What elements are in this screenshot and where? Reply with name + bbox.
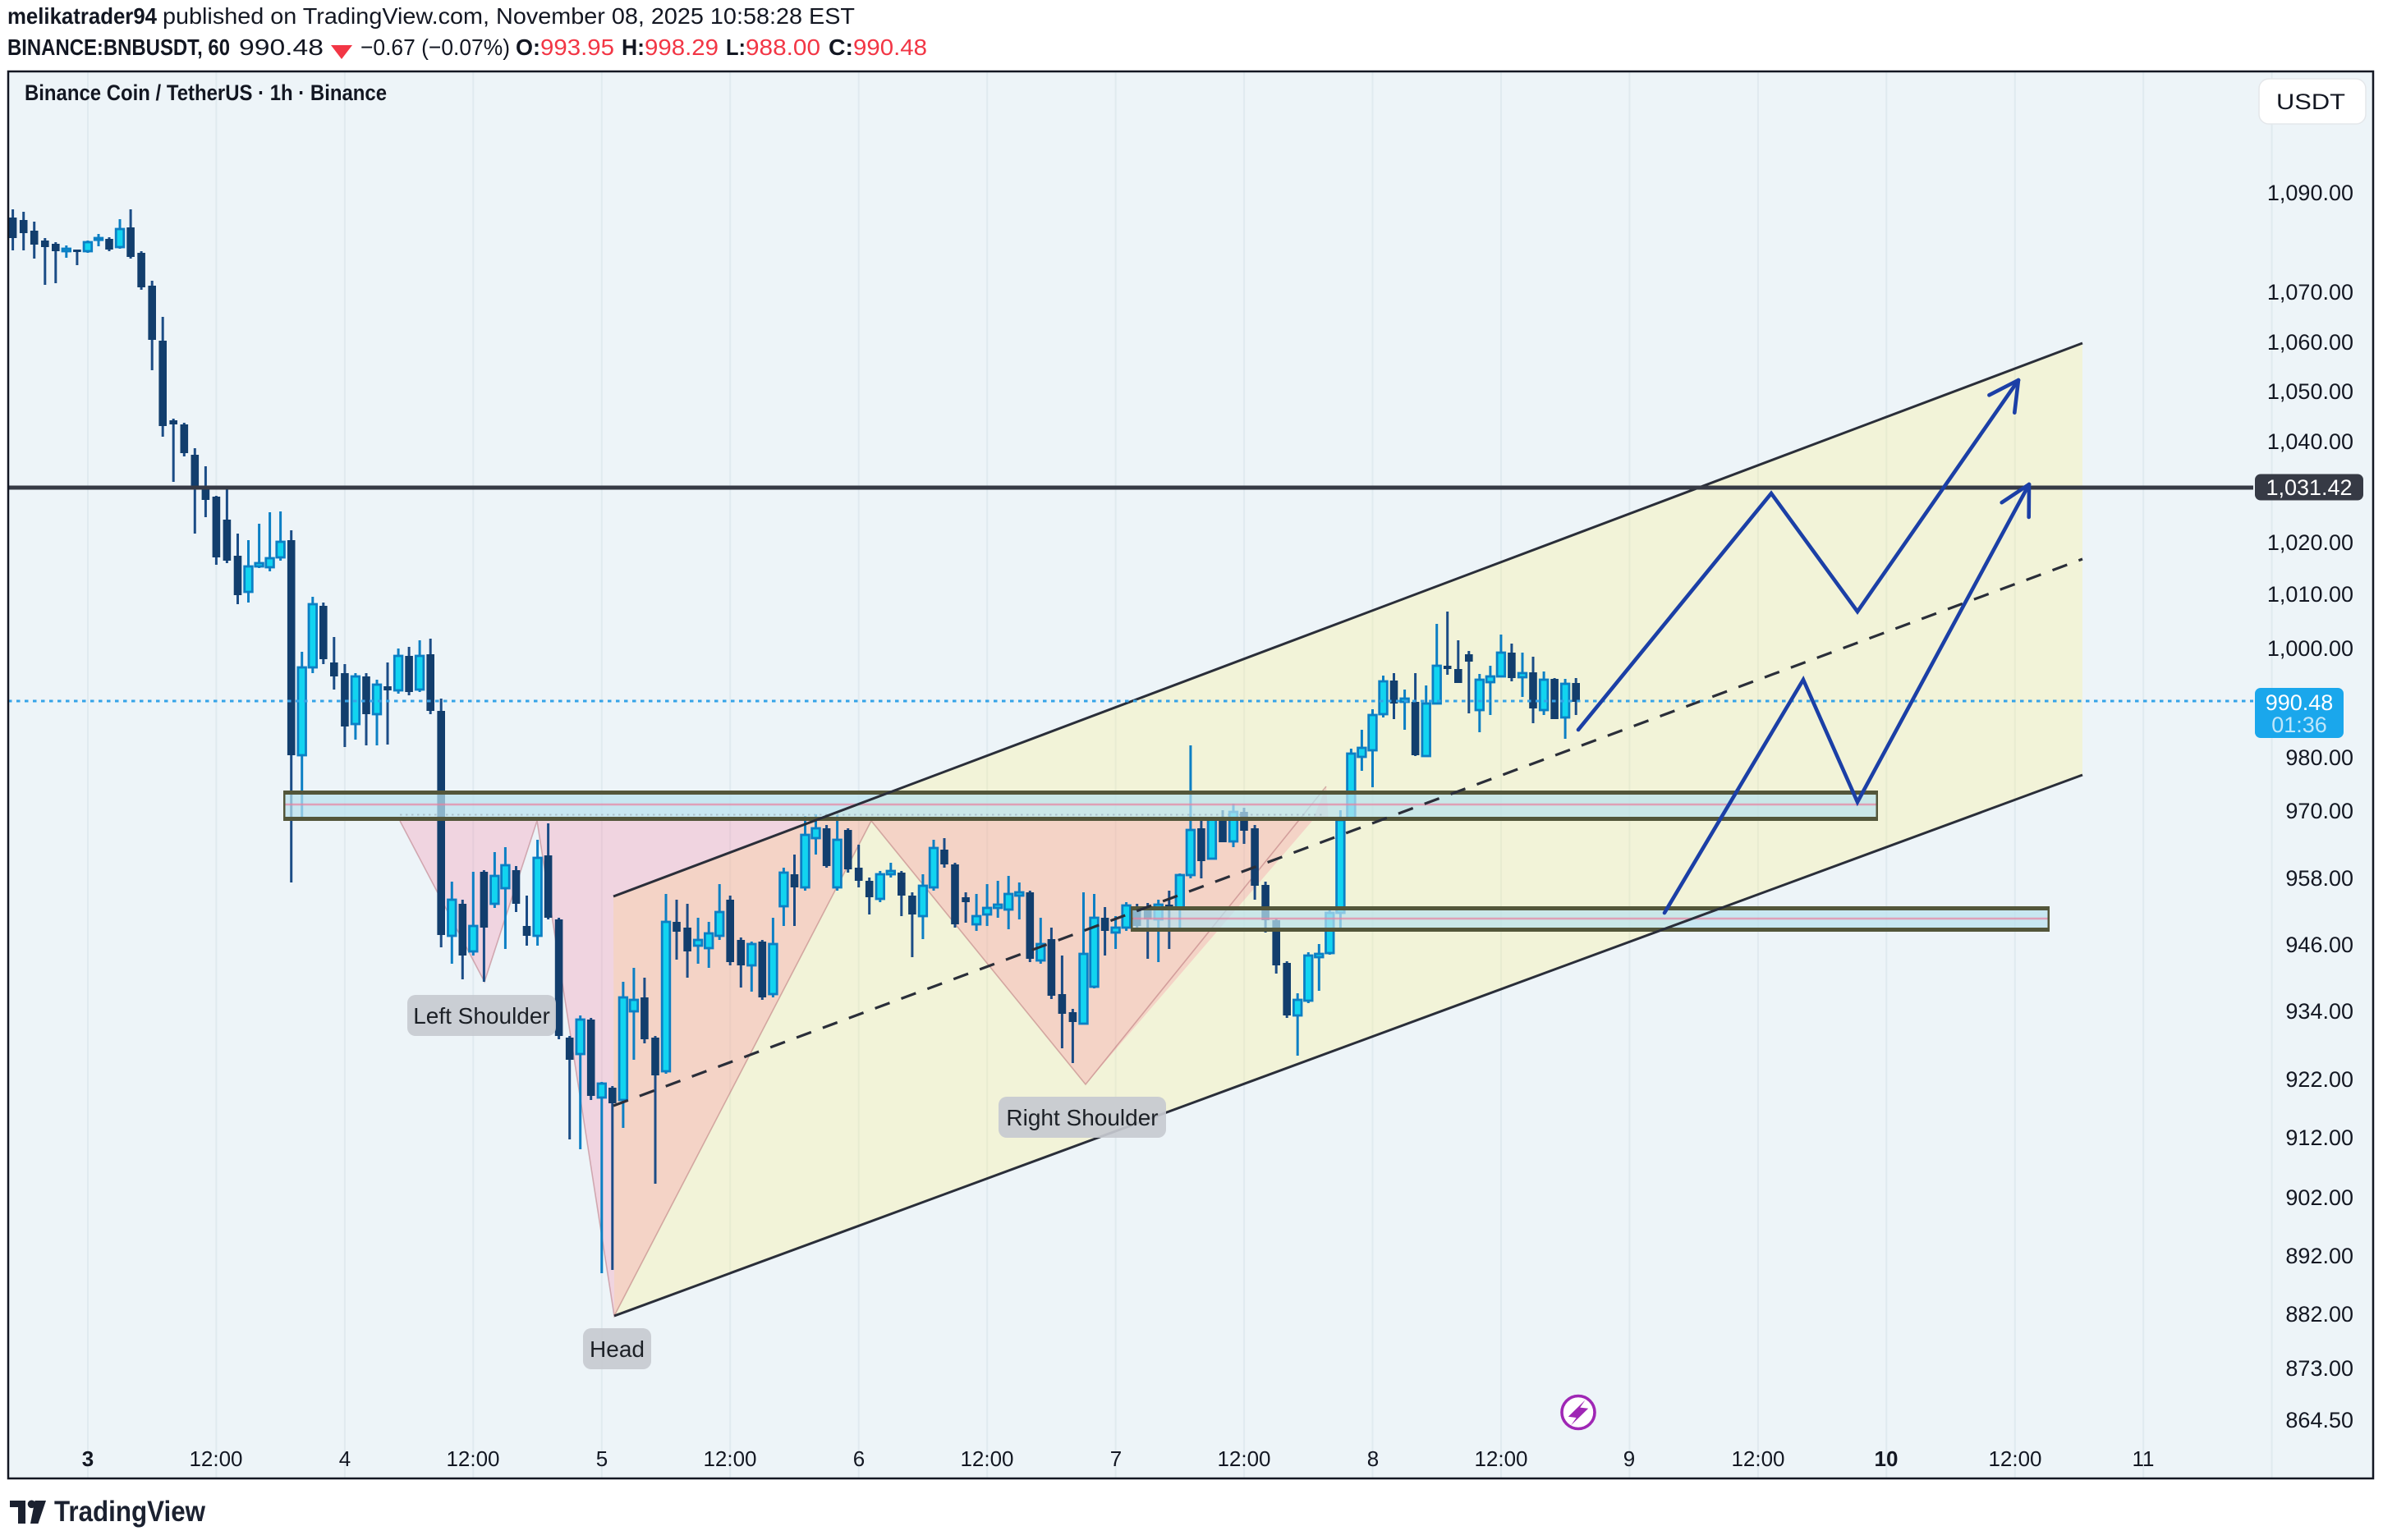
svg-text:990.48: 990.48 (239, 34, 324, 60)
svg-text:O:: O: (516, 34, 540, 60)
svg-text:1,031.42: 1,031.42 (2266, 475, 2352, 500)
svg-text:−0.67 (−0.07%): −0.67 (−0.07%) (360, 34, 510, 60)
svg-text:1,090.00: 1,090.00 (2267, 181, 2353, 205)
svg-text:934.00: 934.00 (2285, 999, 2353, 1024)
svg-text:1,050.00: 1,050.00 (2267, 379, 2353, 404)
svg-text:TradingView: TradingView (54, 1496, 206, 1528)
svg-text:L:: L: (726, 34, 746, 60)
svg-text:Head: Head (590, 1336, 645, 1362)
svg-text:melikatrader94: melikatrader94 (7, 3, 157, 29)
svg-text:993.95: 993.95 (540, 34, 614, 60)
svg-text:Binance Coin / TetherUS · 1h ·: Binance Coin / TetherUS · 1h · Binance (25, 80, 387, 105)
svg-text:980.00: 980.00 (2285, 745, 2353, 770)
svg-text:3: 3 (82, 1446, 94, 1471)
svg-text:1,020.00: 1,020.00 (2267, 530, 2353, 555)
svg-text:12:00: 12:00 (703, 1446, 756, 1471)
svg-text:882.00: 882.00 (2285, 1302, 2353, 1327)
svg-text:5: 5 (596, 1446, 608, 1471)
svg-text:6: 6 (853, 1446, 865, 1471)
svg-text:9: 9 (1623, 1446, 1635, 1471)
svg-text:Right Shoulder: Right Shoulder (1006, 1105, 1158, 1130)
svg-text:C:: C: (829, 34, 853, 60)
svg-text:12:00: 12:00 (446, 1446, 499, 1471)
svg-text:998.29: 998.29 (645, 34, 719, 60)
svg-text:11: 11 (2133, 1446, 2155, 1471)
svg-text:902.00: 902.00 (2285, 1185, 2353, 1210)
svg-text:4: 4 (339, 1446, 351, 1471)
svg-text:892.00: 892.00 (2285, 1244, 2353, 1268)
svg-text:12:00: 12:00 (960, 1446, 1013, 1471)
svg-text:12:00: 12:00 (1988, 1446, 2041, 1471)
svg-text:873.00: 873.00 (2285, 1356, 2353, 1381)
svg-text:7: 7 (1110, 1446, 1122, 1471)
svg-text:12:00: 12:00 (1731, 1446, 1784, 1471)
svg-text:BINANCE:BNBUSDT, 60: BINANCE:BNBUSDT, 60 (7, 34, 230, 60)
svg-text:USDT: USDT (2276, 89, 2345, 114)
svg-text:12:00: 12:00 (1217, 1446, 1270, 1471)
svg-text:12:00: 12:00 (1474, 1446, 1527, 1471)
svg-text:946.00: 946.00 (2285, 933, 2353, 957)
svg-text:published on TradingView.com,: published on TradingView.com, November 0… (163, 3, 855, 29)
svg-text:990.48: 990.48 (853, 34, 927, 60)
svg-text:Left Shoulder: Left Shoulder (413, 1003, 550, 1029)
svg-text:8: 8 (1367, 1446, 1379, 1471)
svg-text:990.48: 990.48 (2266, 690, 2334, 715)
svg-text:01:36: 01:36 (2271, 713, 2327, 737)
svg-text:1,010.00: 1,010.00 (2267, 582, 2353, 607)
svg-text:1,060.00: 1,060.00 (2267, 330, 2353, 355)
svg-text:10: 10 (1875, 1446, 1899, 1471)
svg-text:12:00: 12:00 (189, 1446, 242, 1471)
svg-text:1,040.00: 1,040.00 (2267, 429, 2353, 454)
svg-text:958.00: 958.00 (2285, 866, 2353, 891)
svg-text:970.00: 970.00 (2285, 799, 2353, 823)
svg-text:H:: H: (622, 34, 645, 60)
svg-text:922.00: 922.00 (2285, 1067, 2353, 1092)
svg-text:912.00: 912.00 (2285, 1125, 2353, 1150)
svg-text:1,070.00: 1,070.00 (2267, 280, 2353, 305)
svg-text:988.00: 988.00 (746, 34, 820, 60)
svg-text:864.50: 864.50 (2285, 1408, 2353, 1432)
svg-text:1,000.00: 1,000.00 (2267, 636, 2353, 661)
